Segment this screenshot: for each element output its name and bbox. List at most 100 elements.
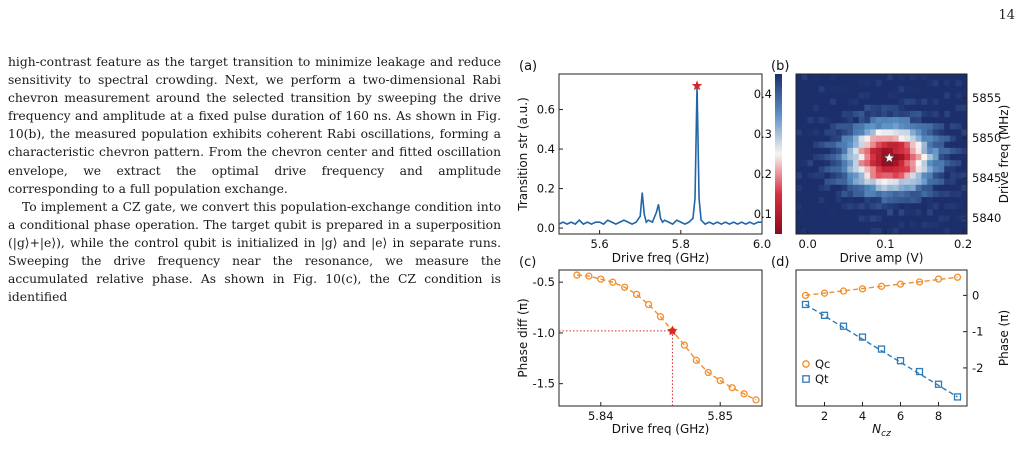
heatmap-cell xyxy=(910,197,917,204)
heatmap-cell xyxy=(921,135,928,143)
heatmap-cell xyxy=(858,129,865,136)
heatmap-cell xyxy=(915,80,922,87)
heatmap-cell xyxy=(892,209,899,216)
heatmap-cell xyxy=(830,141,837,149)
heatmap-cell xyxy=(870,209,877,216)
data-point xyxy=(728,384,736,392)
heatmap-cell xyxy=(944,80,951,87)
heatmap-cell xyxy=(961,184,968,192)
heatmap-cell xyxy=(813,190,820,198)
heatmap-cell xyxy=(864,80,871,87)
heatmap-cell xyxy=(841,209,848,216)
heatmap-cell xyxy=(813,110,820,118)
heatmap-cell xyxy=(864,98,871,106)
heatmap-cell xyxy=(864,92,871,100)
heatmap-cell xyxy=(910,123,917,130)
heatmap-cell xyxy=(955,147,962,155)
heatmap-cell xyxy=(944,190,951,198)
heatmap-cell xyxy=(932,104,939,112)
heatmap-cell xyxy=(887,80,894,87)
heatmap-cell xyxy=(949,129,956,136)
heatmap-cell xyxy=(904,154,911,161)
heatmap-cell xyxy=(915,135,922,143)
heatmap-cell xyxy=(864,221,871,229)
heatmap-cell xyxy=(813,129,820,136)
heatmap-cell xyxy=(870,110,877,118)
heatmap-cell xyxy=(796,135,803,143)
plot-frame xyxy=(795,73,968,235)
heatmap-cell xyxy=(961,154,968,161)
heatmap-cell xyxy=(904,215,911,223)
heatmap-cell xyxy=(841,86,848,93)
heatmap-cell xyxy=(887,209,894,216)
heatmap-cell xyxy=(841,166,848,173)
heatmap-cell xyxy=(927,80,934,87)
heatmap-cell xyxy=(847,98,854,106)
heatmap-cell xyxy=(904,221,911,229)
panel-a: (a) 5.6 5.8 6.0 0.0 0.2 0.4 0.6 Drive freq (GHz)… xyxy=(517,59,771,265)
heatmap-cell xyxy=(847,92,854,100)
heatmap-cell xyxy=(824,92,831,100)
heatmap-cell xyxy=(961,221,968,229)
heatmap-cell xyxy=(824,147,831,155)
heatmap-cell xyxy=(949,141,956,149)
heatmap-cell xyxy=(835,166,842,173)
heatmap-cell xyxy=(813,147,820,155)
heatmap-cell xyxy=(858,166,865,173)
heatmap-cell xyxy=(818,190,825,198)
panel-b: (b)0.10.20.30.40.0 0.1 0.25840584558505855… xyxy=(754,59,1011,265)
heatmap-cell xyxy=(853,110,860,118)
heatmap-cell xyxy=(921,178,928,186)
heatmap-cell xyxy=(870,221,877,229)
heatmap-cell xyxy=(921,221,928,229)
heatmap-cell xyxy=(949,80,956,87)
heatmap-cell xyxy=(875,209,882,216)
heatmap-cell xyxy=(892,154,899,161)
heatmap-cell xyxy=(870,74,877,81)
heatmap-cell xyxy=(898,166,905,173)
heatmap-cell xyxy=(961,104,968,112)
heatmap-cell xyxy=(887,135,894,143)
heatmap-cell xyxy=(864,74,871,81)
panel-label: (b) xyxy=(771,59,789,74)
heatmap-cell xyxy=(915,74,922,81)
heatmap-cell xyxy=(944,221,951,229)
heatmap-cell xyxy=(961,123,968,130)
heatmap-cell xyxy=(835,178,842,186)
heatmap-cell xyxy=(910,147,917,155)
heatmap-cell xyxy=(915,166,922,173)
heatmap-cell xyxy=(801,215,808,223)
heatmap-cell xyxy=(796,80,803,87)
heatmap-cell xyxy=(910,80,917,87)
x-axis-label: Drive amp (V) xyxy=(840,251,924,265)
heatmap-cell xyxy=(858,92,865,100)
colorbar xyxy=(775,74,782,234)
heatmap-cell xyxy=(835,104,842,112)
heatmap-cell xyxy=(824,80,831,87)
heatmap-cell xyxy=(830,197,837,204)
heatmap-cell xyxy=(835,135,842,143)
heatmap-cell xyxy=(830,178,837,186)
heatmap-cell xyxy=(870,160,877,167)
heatmap-cell xyxy=(881,215,888,223)
heatmap-cell xyxy=(887,227,894,235)
heatmap-cell xyxy=(927,172,934,180)
heatmap-cell xyxy=(841,104,848,112)
y-tick-label: 5845 xyxy=(972,171,1001,185)
heatmap-cell xyxy=(932,147,939,155)
heatmap-cell xyxy=(796,166,803,173)
heatmap-cell xyxy=(847,135,854,143)
heatmap-cell xyxy=(949,227,956,235)
heatmap-cell xyxy=(853,92,860,100)
heatmap-cell xyxy=(887,104,894,112)
heatmap-cell xyxy=(835,92,842,100)
heatmap-cell xyxy=(932,166,939,173)
heatmap-cell xyxy=(807,166,814,173)
heatmap-cell xyxy=(870,190,877,198)
heatmap-cell xyxy=(881,135,888,143)
heatmap-cell xyxy=(824,221,831,229)
heatmap-cell xyxy=(847,215,854,223)
heatmap-cell xyxy=(830,117,837,124)
heatmap-cell xyxy=(841,98,848,106)
heatmap-cell xyxy=(807,135,814,143)
